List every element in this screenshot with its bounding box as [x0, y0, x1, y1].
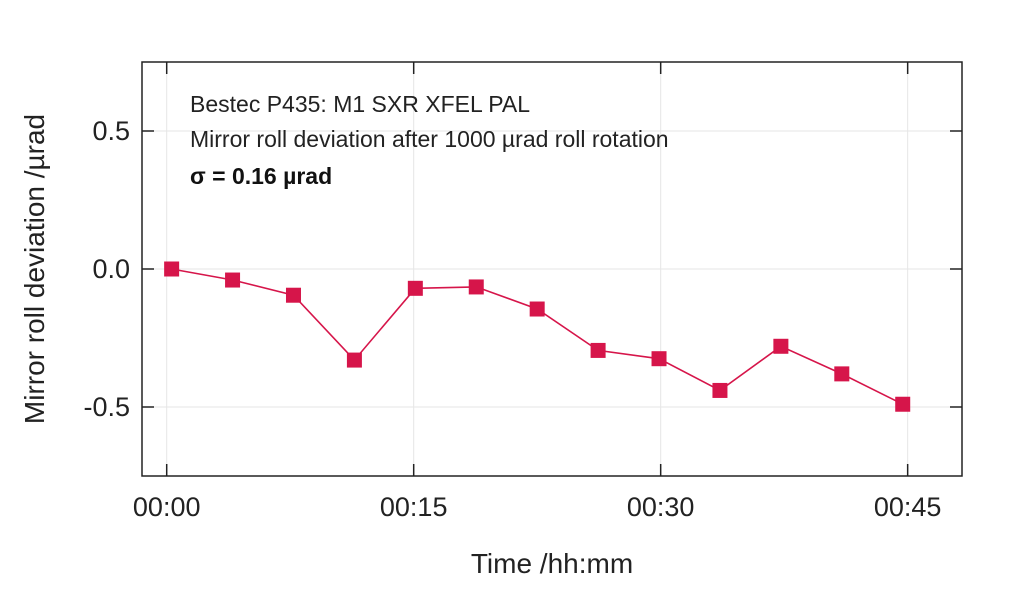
data-point-7	[590, 342, 606, 358]
data-point-1	[225, 272, 241, 288]
series-line-0	[171, 268, 904, 405]
data-point-4	[407, 280, 423, 296]
data-point-9	[712, 382, 728, 398]
x-tick-label-3: 00:45	[874, 492, 942, 522]
annotation-line-2: Mirror roll deviation after 1000 µrad ro…	[190, 126, 669, 152]
y-tick-label-0: 0.5	[92, 116, 130, 146]
y-tick-label-2: -0.5	[83, 392, 130, 422]
data-point-2	[285, 287, 301, 303]
x-tick-label-1: 00:15	[380, 492, 448, 522]
data-point-6	[529, 301, 545, 317]
x-tick-label-2: 00:30	[627, 492, 695, 522]
y-axis-title: Mirror roll deviation /µrad	[19, 114, 50, 424]
axis-ticks: 00:00 00:15 00:30 00:45 0.5 0.0 -0.5	[83, 62, 962, 522]
grid	[142, 62, 962, 476]
x-axis-title: Time /hh:mm	[471, 548, 633, 579]
data-point-11	[834, 366, 850, 382]
data-point-10	[773, 338, 789, 354]
annotation-line-1: Bestec P435: M1 SXR XFEL PAL	[190, 91, 530, 117]
data-point-3	[346, 352, 362, 368]
data-point-5	[468, 279, 484, 295]
annotation-line-3: σ = 0.16 µrad	[190, 163, 332, 189]
y-tick-label-1: 0.0	[92, 254, 130, 284]
annotations: Bestec P435: M1 SXR XFEL PAL Mirror roll …	[190, 91, 669, 189]
data-point-8	[651, 351, 667, 367]
series	[164, 261, 911, 412]
data-point-12	[895, 396, 911, 412]
x-tick-label-0: 00:00	[133, 492, 201, 522]
data-point-0	[164, 261, 180, 277]
